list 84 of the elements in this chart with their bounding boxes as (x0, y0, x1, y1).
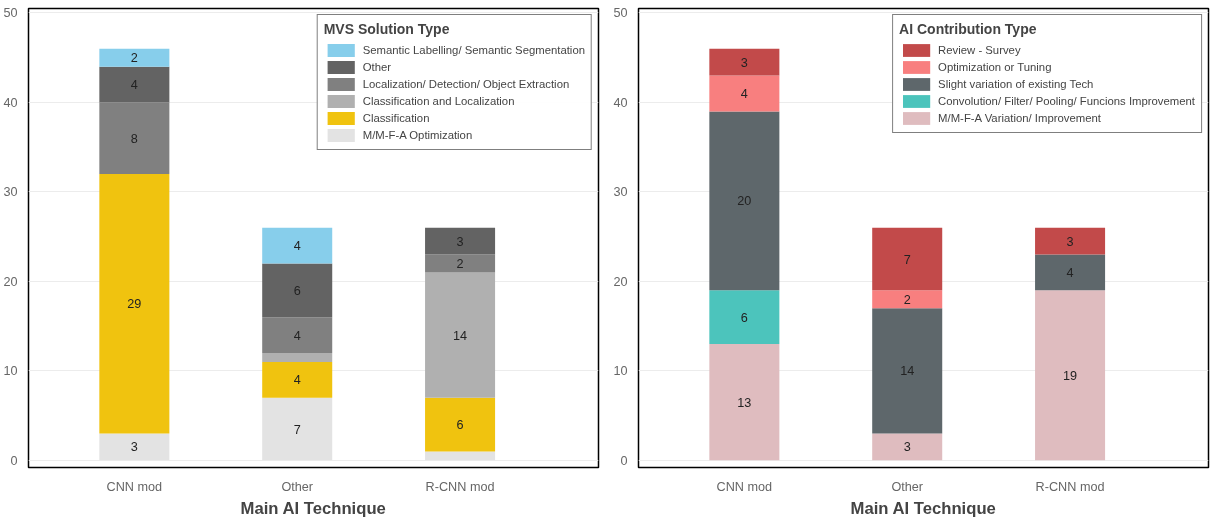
bar (1035, 254, 1106, 291)
data-label: 8 (130, 131, 138, 146)
bar (425, 227, 496, 255)
bar (99, 174, 170, 434)
bar (709, 290, 780, 345)
y-tick-label: 50 (613, 6, 628, 21)
y-tick-label: 10 (613, 364, 628, 379)
y-tick-label: 10 (3, 364, 18, 379)
data-label: 6 (740, 310, 748, 325)
y-tick-label: 0 (10, 453, 18, 468)
bar (709, 111, 780, 291)
x-axis-title: Main AI Technique (850, 498, 996, 518)
bar (425, 272, 496, 398)
data-label: 3 (903, 440, 911, 455)
x-tick-label: R-CNN mod (425, 479, 495, 494)
data-label: 19 (1063, 368, 1078, 383)
y-tick-label: 30 (613, 185, 628, 200)
legend-label: Localization/ Detection/ Object Extraction (362, 77, 570, 92)
legend-label: Other (362, 60, 392, 75)
data-label: 2 (130, 51, 138, 66)
bar (99, 66, 170, 103)
bar (1035, 290, 1106, 461)
data-label: 3 (130, 440, 138, 455)
y-tick-label: 30 (3, 185, 18, 200)
y-tick-label: 40 (613, 95, 628, 110)
legend-label: M/M-F-A Optimization (362, 128, 473, 143)
bar (262, 361, 333, 398)
bar (262, 317, 333, 353)
data-label: 6 (293, 283, 301, 298)
data-label: 4 (740, 87, 748, 101)
legend-label: Slight variation of existing Tech (938, 77, 1094, 92)
legend-label: Convolution/ Filter/ Pooling/ Funcions Improvement (938, 94, 1195, 109)
legend-label: Classification and Localization (362, 94, 515, 109)
bar (872, 308, 943, 434)
bar (1035, 227, 1106, 255)
bar (872, 433, 943, 461)
legend-title: AI Contribution Type (899, 21, 1038, 37)
bar (425, 397, 496, 452)
data-label: 3 (1066, 234, 1074, 249)
bar (99, 102, 170, 175)
x-tick-label: R-CNN mod (1035, 479, 1105, 494)
data-label: 7 (903, 252, 911, 267)
x-axis-title: Main AI Technique (240, 498, 386, 518)
data-label: 13 (737, 395, 752, 410)
data-label: 4 (1066, 265, 1074, 280)
data-label: 4 (293, 373, 301, 388)
y-tick-label: 0 (620, 453, 628, 468)
bar (99, 48, 170, 67)
legend-label: M/M-F-A Variation/ Improvement (938, 111, 1101, 126)
bar (262, 263, 333, 318)
data-label: 2 (903, 292, 911, 307)
data-label: 4 (130, 78, 138, 93)
bar (425, 254, 496, 273)
data-label: 6 (456, 418, 464, 433)
data-label: 2 (456, 257, 464, 271)
y-tick-label: 50 (3, 6, 18, 21)
data-label: 14 (453, 328, 468, 343)
x-tick-label: Other (891, 479, 924, 494)
legend-label: Semantic Labelling/ Semantic Segmentation (362, 43, 585, 58)
legend-label: Classification (362, 111, 430, 126)
data-label: 4 (293, 239, 301, 254)
bar (262, 227, 333, 264)
legend-title: MVS Solution Type (323, 21, 451, 37)
y-tick-label: 20 (3, 274, 18, 289)
bar (709, 48, 780, 76)
bar (709, 75, 780, 112)
data-label: 3 (740, 55, 748, 70)
data-label: 20 (737, 194, 752, 209)
data-label: 14 (900, 364, 915, 379)
data-label: 3 (456, 234, 464, 249)
bar (872, 290, 943, 309)
y-tick-label: 40 (3, 95, 18, 110)
x-tick-label: CNN mod (106, 479, 163, 494)
legend-label: Optimization or Tuning (938, 60, 1052, 75)
y-tick-label: 20 (613, 274, 628, 289)
data-label: 29 (127, 297, 142, 312)
legend-label: Review - Survey (938, 43, 1021, 58)
x-tick-label: CNN mod (716, 479, 773, 494)
x-tick-label: Other (281, 479, 314, 494)
data-label: 7 (293, 422, 301, 437)
bar (709, 344, 780, 461)
data-label: 4 (293, 328, 301, 343)
bar (872, 227, 943, 291)
bar (262, 352, 333, 362)
